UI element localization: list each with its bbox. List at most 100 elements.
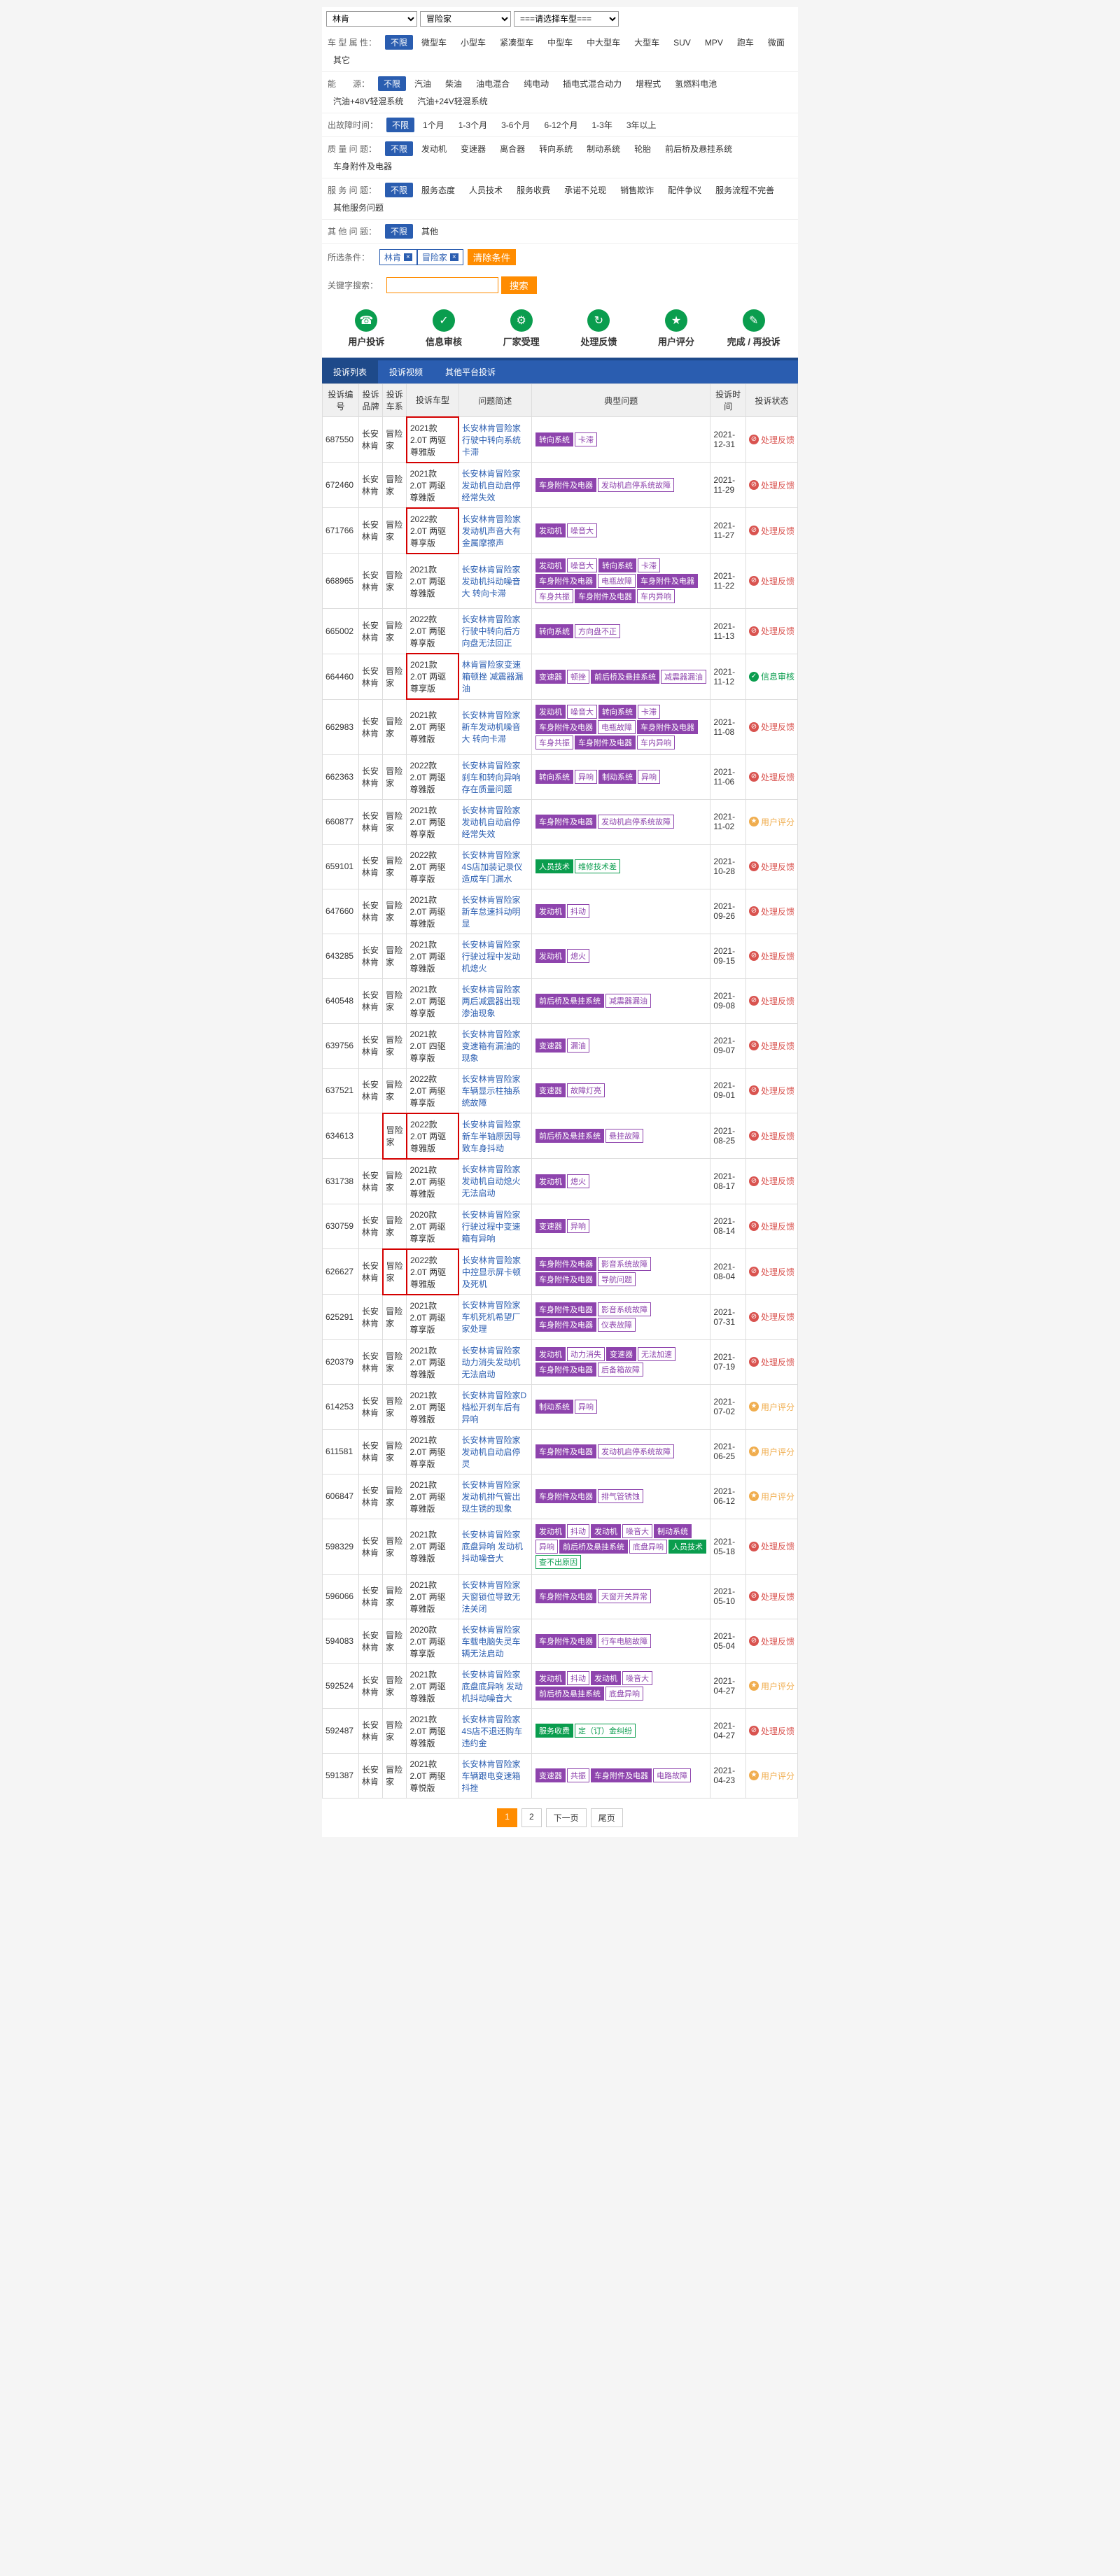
status-text: 处理反馈 (761, 626, 794, 636)
filter-item[interactable]: 配件争议 (662, 183, 707, 197)
issue-tag: 卡滞 (638, 705, 660, 719)
filter-item[interactable]: 销售欺诈 (615, 183, 659, 197)
issue-tag: 变速器 (606, 1347, 636, 1361)
page-last[interactable]: 尾页 (591, 1808, 623, 1827)
cell: 冒险家 (383, 1113, 407, 1159)
series-select[interactable]: 冒险家 (420, 11, 511, 27)
cell: 620379 (323, 1339, 359, 1384)
clear-conditions-button[interactable]: 清除条件 (468, 249, 516, 265)
filter-item[interactable]: 6-12个月 (538, 118, 583, 132)
filter-item[interactable]: 服务收费 (511, 183, 556, 197)
date-cell: 2021-06-12 (710, 1474, 746, 1519)
cell: 2021款 2.0T 两驱 尊雅版 (407, 934, 458, 978)
filter-item[interactable]: 发动机 (416, 141, 452, 156)
filter-item[interactable]: 紧凑型车 (494, 35, 539, 50)
date-cell: 2021-11-13 (710, 609, 746, 654)
filter-item[interactable]: 氢燃料电池 (669, 76, 722, 91)
page-number[interactable]: 2 (522, 1808, 542, 1827)
filter-item[interactable]: 离合器 (494, 141, 531, 156)
status-text: 处理反馈 (761, 1132, 794, 1141)
tab[interactable]: 其他平台投诉 (434, 360, 507, 383)
filter-item-active[interactable]: 不限 (385, 141, 413, 156)
filter-row: 出故障时间：不限1个月1-3个月3-6个月6-12个月1-3年3年以上 (322, 113, 798, 137)
filter-item[interactable]: 微面 (762, 35, 790, 50)
step-label: 完成 / 再投诉 (727, 335, 780, 348)
filter-item[interactable]: 人员技术 (463, 183, 508, 197)
cell: 长安林肯冒险家发动机排气管出现生锈的现象 (458, 1474, 531, 1519)
filter-item[interactable]: 轮胎 (629, 141, 657, 156)
cell: 长安林肯 (358, 934, 382, 978)
step-icon: ✓ (433, 309, 455, 332)
issue-tag: 熄火 (567, 949, 589, 963)
filter-item[interactable]: 制动系统 (581, 141, 626, 156)
table-row: 606847长安林肯冒险家2021款 2.0T 两驱 尊雅版长安林肯冒险家发动机… (323, 1474, 798, 1519)
model-select[interactable]: ===请选择车型=== (514, 11, 619, 27)
status-text: 处理反馈 (761, 1592, 794, 1602)
filter-item[interactable]: 其他 (416, 224, 444, 239)
filter-item[interactable]: 大型车 (629, 35, 665, 50)
filter-item[interactable]: 1个月 (417, 118, 450, 132)
remove-condition-icon[interactable]: × (404, 253, 412, 261)
cell: 长安林肯冒险家天窗锁位导致无法关闭 (458, 1574, 531, 1619)
filter-item[interactable]: 3-6个月 (496, 118, 536, 132)
filter-item[interactable]: 汽油+24V轻混系统 (412, 94, 493, 108)
filter-item[interactable]: 前后桥及悬挂系统 (659, 141, 738, 156)
status-text: 用户评分 (761, 1447, 794, 1457)
filter-item-active[interactable]: 不限 (385, 224, 413, 239)
table-row: 668965长安林肯冒险家2021款 2.0T 两驱 尊雅版长安林肯冒险家发动机… (323, 554, 798, 609)
filter-item[interactable]: 微型车 (416, 35, 452, 50)
filter-item[interactable]: 其他服务问题 (328, 200, 389, 215)
filter-item[interactable]: 转向系统 (533, 141, 578, 156)
brand-select[interactable]: 林肯 (326, 11, 417, 27)
filter-item[interactable]: 其它 (328, 52, 356, 67)
filter-item[interactable]: 汽油 (409, 76, 437, 91)
filter-item[interactable]: 服务态度 (416, 183, 461, 197)
tab[interactable]: 投诉视频 (378, 360, 434, 383)
filter-item[interactable]: 3年以上 (621, 118, 662, 132)
step-label: 厂家受理 (503, 335, 540, 348)
filter-item-active[interactable]: 不限 (385, 183, 413, 197)
issue-tag: 底盘异响 (606, 1687, 643, 1701)
filter-item[interactable]: 变速器 (455, 141, 491, 156)
status-icon: ⊘ (749, 1267, 759, 1276)
status-icon: ⊘ (749, 576, 759, 586)
cell: 冒险家 (383, 844, 407, 889)
filter-item[interactable]: 柴油 (440, 76, 468, 91)
search-input[interactable] (386, 277, 498, 293)
filter-item[interactable]: 承诺不兑现 (559, 183, 612, 197)
filter-item[interactable]: 服务流程不完善 (710, 183, 780, 197)
status-cell: ⊘处理反馈 (746, 1249, 797, 1295)
issue-tag: 转向系统 (536, 770, 573, 784)
filter-item-active[interactable]: 不限 (378, 76, 406, 91)
page-number[interactable]: 1 (497, 1808, 517, 1827)
filter-item[interactable]: MPV (699, 36, 729, 49)
date-cell: 2021-11-12 (710, 654, 746, 699)
filter-item[interactable]: 1-3年 (586, 118, 617, 132)
filter-item[interactable]: 油电混合 (470, 76, 515, 91)
table-row: 662363长安林肯冒险家2022款 2.0T 两驱 尊雅版长安林肯冒险家刹车和… (323, 754, 798, 799)
filter-item[interactable]: 车身附件及电器 (328, 159, 398, 174)
filter-item[interactable]: 汽油+48V轻混系统 (328, 94, 409, 108)
filter-item[interactable]: 跑车 (732, 35, 760, 50)
filter-item[interactable]: 插电式混合动力 (557, 76, 627, 91)
page-next[interactable]: 下一页 (546, 1808, 587, 1827)
cell: 长安林肯 (358, 1295, 382, 1340)
filter-item[interactable]: SUV (668, 36, 696, 49)
cell: 冒险家 (383, 1249, 407, 1295)
tab[interactable]: 投诉列表 (322, 360, 378, 383)
filter-item-active[interactable]: 不限 (385, 35, 413, 50)
status-icon: ⊘ (749, 1176, 759, 1186)
cell: 2021款 2.0T 两驱 尊雅版 (407, 1384, 458, 1429)
filter-item-active[interactable]: 不限 (386, 118, 414, 132)
filter-item[interactable]: 增程式 (630, 76, 666, 91)
filter-item[interactable]: 中型车 (542, 35, 578, 50)
date-cell: 2021-08-14 (710, 1204, 746, 1249)
filter-item[interactable]: 纯电动 (518, 76, 554, 91)
filter-item[interactable]: 小型车 (455, 35, 491, 50)
status-cell: ⊘处理反馈 (746, 1339, 797, 1384)
remove-condition-icon[interactable]: × (450, 253, 458, 261)
step: ✎完成 / 再投诉 (715, 309, 792, 348)
filter-item[interactable]: 中大型车 (581, 35, 626, 50)
filter-item[interactable]: 1-3个月 (453, 118, 493, 132)
search-button[interactable]: 搜索 (501, 276, 537, 294)
